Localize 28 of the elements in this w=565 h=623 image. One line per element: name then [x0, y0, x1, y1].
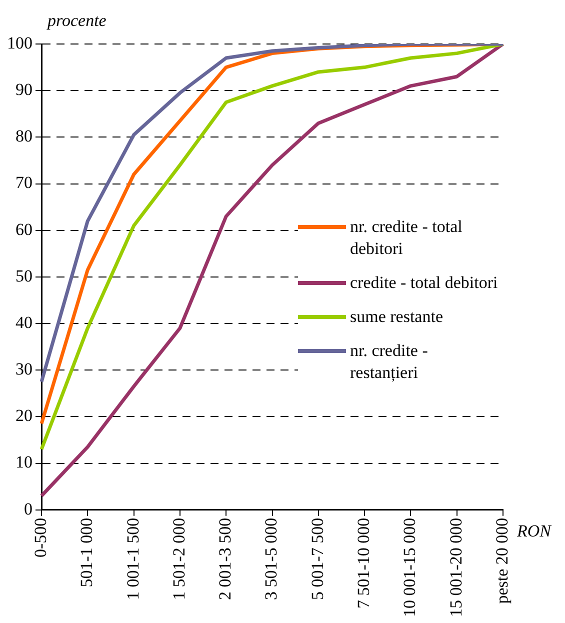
y-tick-label: 10	[16, 452, 32, 472]
y-tick-label: 50	[16, 266, 32, 286]
y-tick-label: 100	[7, 33, 32, 52]
y-tick-label: 0	[24, 499, 32, 518]
x-tick-label: 15 001-20 000	[446, 518, 466, 618]
legend-label: nr. credite - restanțieri	[350, 340, 429, 384]
x-tick-label: 7 501-10 000	[354, 518, 374, 609]
y-tick-label: 60	[16, 220, 32, 239]
x-tick-label: peste 20 000	[492, 518, 512, 604]
legend-label: credite - total debitori	[350, 272, 499, 294]
x-tick-label: 3 501-5 000	[262, 518, 281, 600]
y-tick-label: 20	[16, 406, 32, 426]
x-tick-label: 10 001-15 000	[400, 518, 420, 618]
x-tick-label: 501-1 000	[77, 518, 96, 588]
legend-label: sume restante	[350, 306, 444, 328]
y-tick-label: 40	[16, 312, 32, 332]
x-tick-label: 0-500	[30, 518, 50, 558]
y-tick-label: 90	[16, 80, 32, 100]
x-axis-title: RON	[516, 521, 553, 540]
y-tick-label: 30	[16, 360, 32, 379]
x-tick-label: 5 001-7 500	[308, 518, 327, 600]
x-tick-label: 2 001-3 500	[216, 518, 235, 600]
legend-label: nr. credite - total debitori	[350, 216, 464, 260]
y-axis-title: procente	[46, 10, 107, 30]
y-tick-label: 70	[16, 173, 32, 192]
x-tick-label: 1 001-1 500	[123, 518, 142, 600]
y-tick-label: 80	[16, 126, 32, 146]
x-tick-label: 1 501-2 000	[169, 518, 188, 600]
